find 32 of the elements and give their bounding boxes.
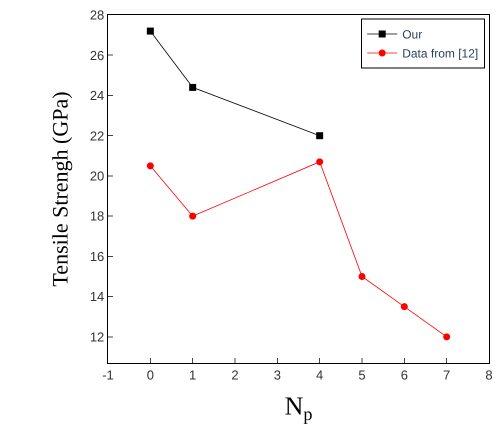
x-tick-label: 5 [358,368,366,383]
x-tick-label: 2 [231,368,239,383]
y-tick-label: 26 [90,48,104,63]
point [316,132,324,140]
x-tick-label: 0 [146,368,154,383]
y-tick-label: 16 [90,248,104,264]
x-tick-label: 7 [443,368,450,383]
y-tick-label: 12 [90,329,104,344]
point [358,273,366,280]
x-axis-title: N$_{p}$ [284,392,312,424]
point [146,28,154,35]
point [443,333,450,340]
legend-label: Data from [12] [402,46,478,61]
x-tick-label: 1 [189,368,196,383]
x-tick-label: 3 [274,368,281,383]
y-tick-label: 14 [90,289,104,304]
y-tick-label: 20 [90,168,104,184]
x-tick-label: 4 [316,368,324,383]
y-tick-label: 28 [90,8,104,23]
point [189,212,196,220]
y-tick-label: 24 [90,88,104,104]
x-tick-label: 8 [485,368,493,383]
x-tick-label: -1 [102,368,114,383]
x-tick-label: 6 [400,368,408,383]
point [400,303,408,310]
point [189,84,196,91]
y-tick-label: 18 [90,208,104,224]
point [316,158,324,166]
y-axis-title: Tensile Strengh (GPa) [48,91,73,287]
y-tick-label: 22 [90,128,104,144]
legend-label: Our [402,28,422,42]
point [146,162,154,170]
